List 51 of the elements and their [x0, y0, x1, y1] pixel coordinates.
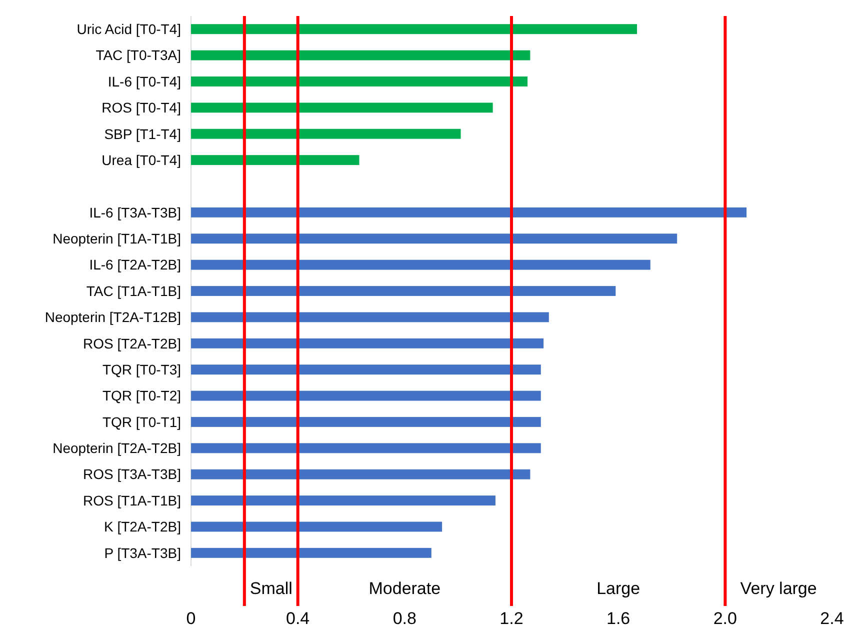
bar — [191, 207, 747, 218]
y-tick-label: ROS [T3A-T3B] — [82, 466, 181, 482]
y-tick-label: Neopterin [T2A-T2B] — [52, 440, 181, 456]
y-tick-label: TAC [T1A-T1B] — [86, 282, 181, 299]
bar — [191, 469, 530, 480]
bar — [191, 338, 544, 348]
y-tick-label: Neopterin [T2A-T12B] — [44, 309, 181, 326]
y-tick-label: P [T3A-T3B] — [104, 544, 181, 561]
bar — [191, 286, 616, 296]
y-tick-label: TQR [T0-T2] — [102, 388, 181, 404]
y-tick-label: ROS [T0-T4] — [102, 100, 181, 116]
bar — [191, 496, 496, 506]
y-tick-label: TQR [T0-T1] — [102, 414, 181, 430]
y-tick-label: IL-6 [T0-T4] — [108, 73, 181, 90]
bar — [191, 548, 432, 558]
y-tick-label: IL-6 [T2A-T2B] — [89, 256, 181, 273]
bar — [191, 312, 549, 322]
y-tick-label: TAC [T0-T3A] — [96, 47, 181, 64]
x-tick-label: 2.4 — [820, 609, 844, 628]
bar — [191, 260, 650, 270]
bar — [191, 102, 493, 113]
bar — [191, 364, 541, 375]
y-tick-label: Urea [T0-T4] — [102, 152, 181, 168]
text: Moderate — [368, 579, 441, 598]
bar — [191, 416, 541, 427]
bar — [191, 76, 528, 86]
y-tick-label: IL-6 [T3A-T3B] — [89, 204, 181, 220]
x-tick-label: 2.0 — [713, 609, 737, 628]
text: Large — [596, 579, 640, 598]
bar — [191, 390, 541, 401]
y-tick-label: Neopterin [T1A-T1B] — [52, 230, 181, 247]
text: Very large — [740, 579, 817, 598]
x-tick-label: 1.6 — [606, 609, 630, 628]
x-tick-label: 1.2 — [500, 609, 524, 628]
y-tick-label: ROS [T1A-T1B] — [82, 492, 181, 508]
bar — [191, 50, 530, 60]
y-tick-label: ROS [T2A-T2B] — [82, 335, 181, 352]
bar — [191, 234, 678, 244]
x-tick-label: 0 — [186, 609, 196, 628]
bar — [191, 128, 461, 139]
bar — [191, 443, 541, 454]
text: Small — [250, 579, 292, 598]
y-tick-label: TQR [T0-T3] — [102, 361, 181, 378]
x-tick-label: 0.4 — [286, 609, 310, 628]
y-tick-label: K [T2A-T2B] — [104, 518, 181, 535]
bar — [191, 155, 360, 166]
y-tick-label: SBP [T1-T4] — [104, 126, 181, 142]
bar — [191, 24, 638, 34]
y-tick-label: Uric Acid [T0-T4] — [76, 20, 181, 37]
bar — [191, 522, 442, 532]
x-tick-label: 0.8 — [392, 609, 416, 628]
